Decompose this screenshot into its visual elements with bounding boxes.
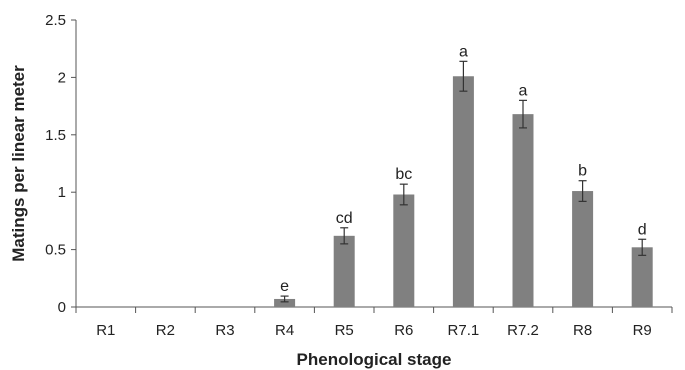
x-tick-label: R1 <box>96 322 115 339</box>
bars <box>274 76 653 307</box>
significance-letter: b <box>578 163 587 180</box>
x-tick-label: R8 <box>573 322 592 339</box>
x-tick-label: R7.1 <box>448 322 480 339</box>
significance-letter: d <box>638 221 647 238</box>
y-axis-title: Matings per linear meter <box>9 65 28 262</box>
bar <box>631 247 653 307</box>
x-axis: R1 R2 R3 R4 R5 R6 R7.1 R7.2 R8 R9 <box>75 306 673 339</box>
x-axis-title: Phenological stage <box>297 350 452 369</box>
significance-letter: bc <box>395 166 412 183</box>
x-tick-label: R6 <box>394 322 413 339</box>
significance-letter: a <box>519 82 528 99</box>
bar <box>333 235 355 307</box>
bar <box>452 76 474 307</box>
significance-letters: e cd bc a a b d <box>280 43 647 295</box>
y-tick-label: 0 <box>58 299 66 316</box>
y-tick-label: 2.5 <box>45 12 66 29</box>
error-bars <box>280 60 647 303</box>
x-tick-label: R7.2 <box>507 322 539 339</box>
y-tick-label: 1.5 <box>45 127 66 144</box>
x-tick-label: R2 <box>156 322 175 339</box>
y-tick-label: 0.5 <box>45 242 66 259</box>
x-tick-label: R4 <box>275 322 294 339</box>
significance-letter: a <box>459 43 468 60</box>
significance-letter: cd <box>336 210 353 227</box>
bar <box>274 298 296 307</box>
bar <box>512 114 534 307</box>
bar <box>393 194 415 307</box>
x-tick-label: R3 <box>215 322 234 339</box>
x-tick-label: R5 <box>335 322 354 339</box>
significance-letter: e <box>280 278 289 295</box>
y-tick-label: 2 <box>58 69 66 86</box>
y-tick-label: 1 <box>58 184 66 201</box>
bar <box>572 191 594 307</box>
x-tick-label: R9 <box>633 322 652 339</box>
y-axis: 0 0.5 1 1.5 2 2.5 <box>45 12 77 316</box>
